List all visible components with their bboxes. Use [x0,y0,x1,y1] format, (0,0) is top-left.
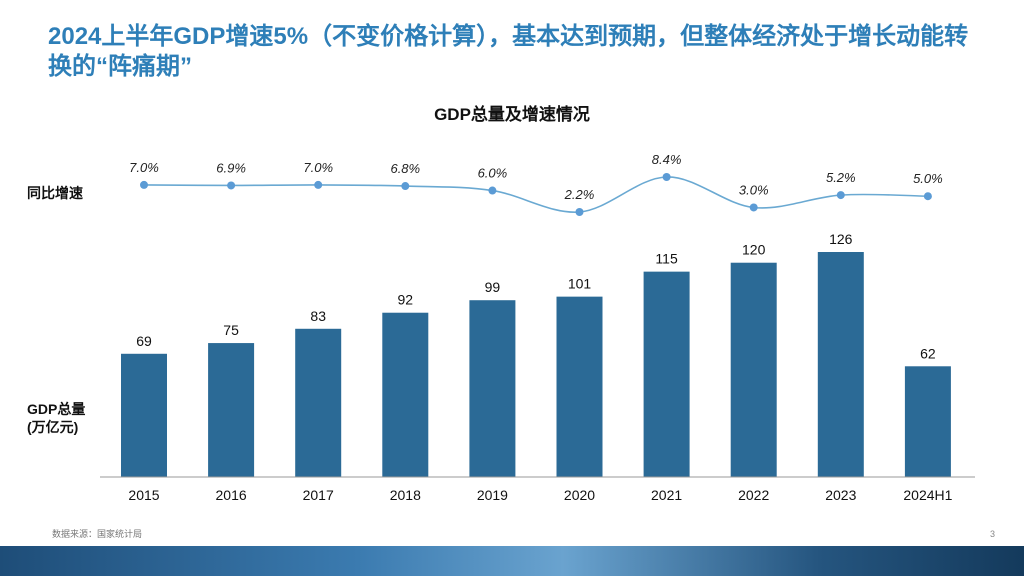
bar-2024H1 [904,366,951,477]
x-tick-2016: 2016 [216,487,247,503]
bar-2015 [121,353,167,477]
bar-value-2021: 115 [655,251,678,267]
rate-label-2021: 8.4% [652,152,682,167]
rate-label-2018: 6.8% [390,161,420,176]
footer-band [0,546,1024,576]
x-tick-2021: 2021 [651,487,682,503]
x-tick-2024H1: 2024H1 [903,487,952,503]
slide-title: 2024上半年GDP增速5%（不变价格计算），基本达到预期，但整体经济处于增长动… [48,23,969,80]
x-tick-2018: 2018 [390,487,421,503]
rate-point-2017 [314,180,323,189]
x-tick-2015: 2015 [128,487,159,503]
x-tick-2020: 2020 [564,487,595,503]
bar-value-2020: 101 [568,276,592,292]
bar-2020 [556,296,603,477]
bar-value-2023: 126 [829,231,853,247]
rate-label-2016: 6.9% [216,160,246,175]
bar-2016 [208,343,255,477]
rate-point-2021 [662,173,671,181]
chart-title: GDP总量及增速情况 [434,105,590,124]
bar-value-2018: 92 [398,292,414,308]
rate-label-2020: 2.2% [564,187,595,202]
bar-value-2024H1: 62 [920,345,936,361]
bar-value-2019: 99 [485,279,501,295]
data-source: 数据来源：国家统计局 [52,529,143,539]
growth-rate-line [143,176,928,213]
bar-2017 [295,328,342,477]
gdp-axis-label-line2: (万亿元) [27,419,79,435]
rate-point-2022 [749,203,758,212]
bar-2023 [817,252,864,477]
gdp-axis-label: GDP总量 (万亿元) [27,400,85,436]
rate-point-2023 [836,191,845,200]
rate-label-2017: 7.0% [303,160,333,175]
bar-value-2017: 83 [310,308,326,324]
x-tick-2017: 2017 [303,487,334,503]
rate-label-2024H1: 5.0% [913,171,943,186]
bar-2021 [643,271,690,477]
bar-value-2016: 75 [223,322,239,338]
bar-value-2022: 120 [742,242,766,258]
gdp-axis-label-line1: GDP总量 [27,401,86,417]
rate-axis-label: 同比增速 [27,185,83,201]
bar-2022 [730,262,777,477]
rate-point-2015 [140,180,148,189]
x-tick-2022: 2022 [738,487,769,503]
rate-label-2015: 7.0% [129,160,159,175]
rate-label-2022: 3.0% [739,182,769,197]
bar-2018 [382,312,429,477]
bar-2019 [469,300,516,477]
x-tick-2019: 2019 [477,487,508,503]
x-tick-2023: 2023 [825,487,856,503]
rate-label-2019: 6.0% [478,166,508,181]
bar-value-2015: 69 [136,333,152,349]
rate-label-2023: 5.2% [826,170,856,185]
rate-point-2019 [488,186,497,195]
rate-point-2016 [227,181,236,190]
rate-point-2024H1 [923,192,932,201]
rate-point-2020 [575,208,584,216]
page-number: 3 [990,529,996,539]
rate-point-2018 [401,182,410,191]
